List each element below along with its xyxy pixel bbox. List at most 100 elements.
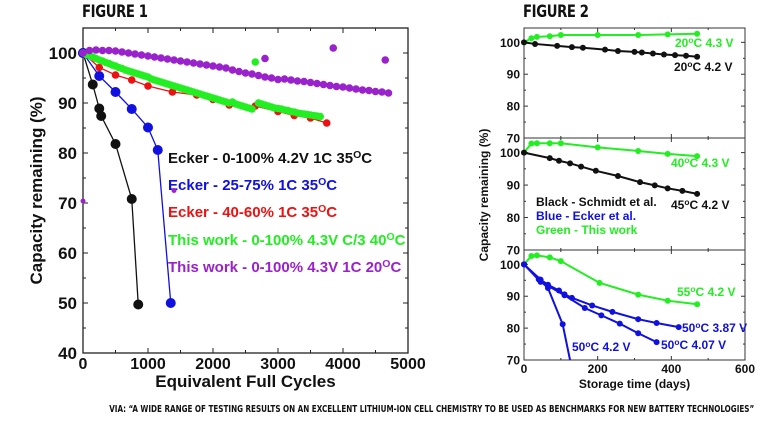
y-tick-label: 70: [507, 132, 521, 146]
data-point-green: [594, 32, 601, 39]
y-tick-label: 100: [49, 44, 77, 63]
data-point-black: [110, 139, 121, 149]
y-tick-label: 100: [500, 36, 520, 50]
data-point-green: [528, 35, 535, 42]
data-point-purple: [92, 46, 100, 54]
data-point-black: [94, 103, 105, 114]
data-point-red: [322, 119, 331, 127]
data-point-black: [649, 50, 656, 57]
x-tick-label: 200: [588, 362, 608, 376]
data-point-green: [546, 140, 553, 147]
data-point-green: [694, 153, 701, 160]
data-point-black: [96, 111, 107, 121]
data-point-purple: [306, 78, 315, 87]
data-point-purple: [183, 58, 191, 66]
data-point-blue: [609, 308, 616, 315]
data-point-blue: [653, 339, 660, 346]
series-label: 45oC 4.2 V: [671, 197, 730, 212]
y-tick-label: 90: [58, 94, 77, 113]
data-point-purple: [85, 46, 94, 55]
data-point-blue: [675, 324, 682, 331]
data-point-purple: [118, 48, 126, 56]
data-point-green: [664, 150, 671, 157]
y-tick-label: 60: [58, 244, 77, 263]
y-tick-label: 70: [507, 244, 521, 258]
data-point-green: [533, 140, 540, 147]
x-tick-label: 3000: [260, 356, 296, 373]
data-point-purple: [202, 61, 211, 69]
data-point-purple: [79, 49, 87, 57]
data-point-green: [533, 33, 540, 40]
y-axis-label: Capacity remaining (%): [477, 129, 491, 262]
x-tick-label: 2000: [195, 356, 231, 373]
data-point-green: [251, 58, 260, 66]
x-tick-label: 400: [661, 362, 681, 376]
data-point-black: [567, 160, 574, 167]
data-point-purple: [313, 79, 321, 88]
data-point-blue: [589, 302, 596, 309]
y-tick-label: 70: [507, 354, 521, 368]
data-point-red: [144, 82, 152, 90]
series-line-blue: [82, 52, 172, 304]
data-point-purple: [300, 77, 308, 86]
data-point-black: [555, 157, 562, 164]
data-point-purple: [287, 76, 295, 84]
data-point-black: [87, 79, 98, 90]
y-tick-label: 80: [507, 211, 521, 225]
data-point-black: [133, 299, 144, 310]
data-point-purple: [267, 74, 276, 82]
figure-1-title: FIGURE 1: [82, 2, 148, 22]
data-point-red: [111, 71, 120, 79]
data-point-purple: [378, 88, 386, 96]
series-label: 50oC 4.2 V: [572, 339, 631, 354]
x-tick-label: 600: [735, 362, 755, 376]
x-tick-label: 5000: [390, 356, 426, 373]
data-point-purple: [131, 50, 139, 58]
data-point-purple: [248, 70, 256, 78]
data-point-blue: [535, 276, 542, 283]
data-point-purple: [196, 60, 204, 68]
data-point-blue: [635, 330, 642, 337]
y-tick-label: 70: [58, 194, 77, 213]
data-point-red: [95, 63, 104, 72]
data-point-green: [528, 253, 535, 260]
data-point-green: [664, 31, 671, 38]
data-point-purple: [261, 54, 269, 63]
data-point-black: [614, 172, 621, 179]
data-point-purple: [280, 75, 289, 83]
data-point-green: [635, 32, 642, 39]
data-point-black: [602, 46, 609, 53]
data-point-purple: [215, 63, 224, 71]
data-point-purple: [381, 56, 390, 64]
series-label: 55oC 4.2 V: [677, 284, 736, 299]
data-point-purple: [189, 59, 198, 67]
data-point-green: [528, 140, 535, 147]
y-tick-label: 90: [507, 290, 521, 304]
y-tick-label: 80: [507, 322, 521, 336]
data-point-purple: [345, 84, 354, 92]
series-line-black: [523, 41, 698, 58]
data-point-purple: [111, 47, 120, 55]
data-point-green: [594, 144, 601, 151]
data-point-purple: [254, 71, 263, 80]
data-point-purple: [209, 62, 217, 70]
legend-entry-blue: Ecker - 25-75% 1C 35OC: [168, 176, 337, 194]
data-point-purple: [365, 86, 373, 95]
legend-entry-black: Ecker - 0-100% 4.2V 1C 35OC: [168, 149, 372, 167]
data-point-blue: [598, 312, 605, 319]
legend-entry-green: This work - 0-100% 4.3V C/3 40OC: [168, 231, 406, 249]
data-point-purple: [124, 49, 133, 57]
data-point-blue: [561, 292, 568, 299]
data-point-purple: [176, 57, 185, 65]
data-point-black: [592, 167, 599, 174]
data-point-green: [546, 33, 553, 40]
data-point-blue: [581, 305, 588, 312]
series-label: 50oC 4.07 V: [661, 337, 726, 352]
y-tick-label: 80: [58, 144, 77, 163]
data-point-green: [533, 252, 540, 259]
data-point-black: [521, 39, 527, 46]
data-point-black: [651, 182, 658, 189]
data-point-purple: [358, 86, 367, 94]
data-point-purple: [144, 52, 152, 60]
data-point-black: [637, 179, 644, 186]
